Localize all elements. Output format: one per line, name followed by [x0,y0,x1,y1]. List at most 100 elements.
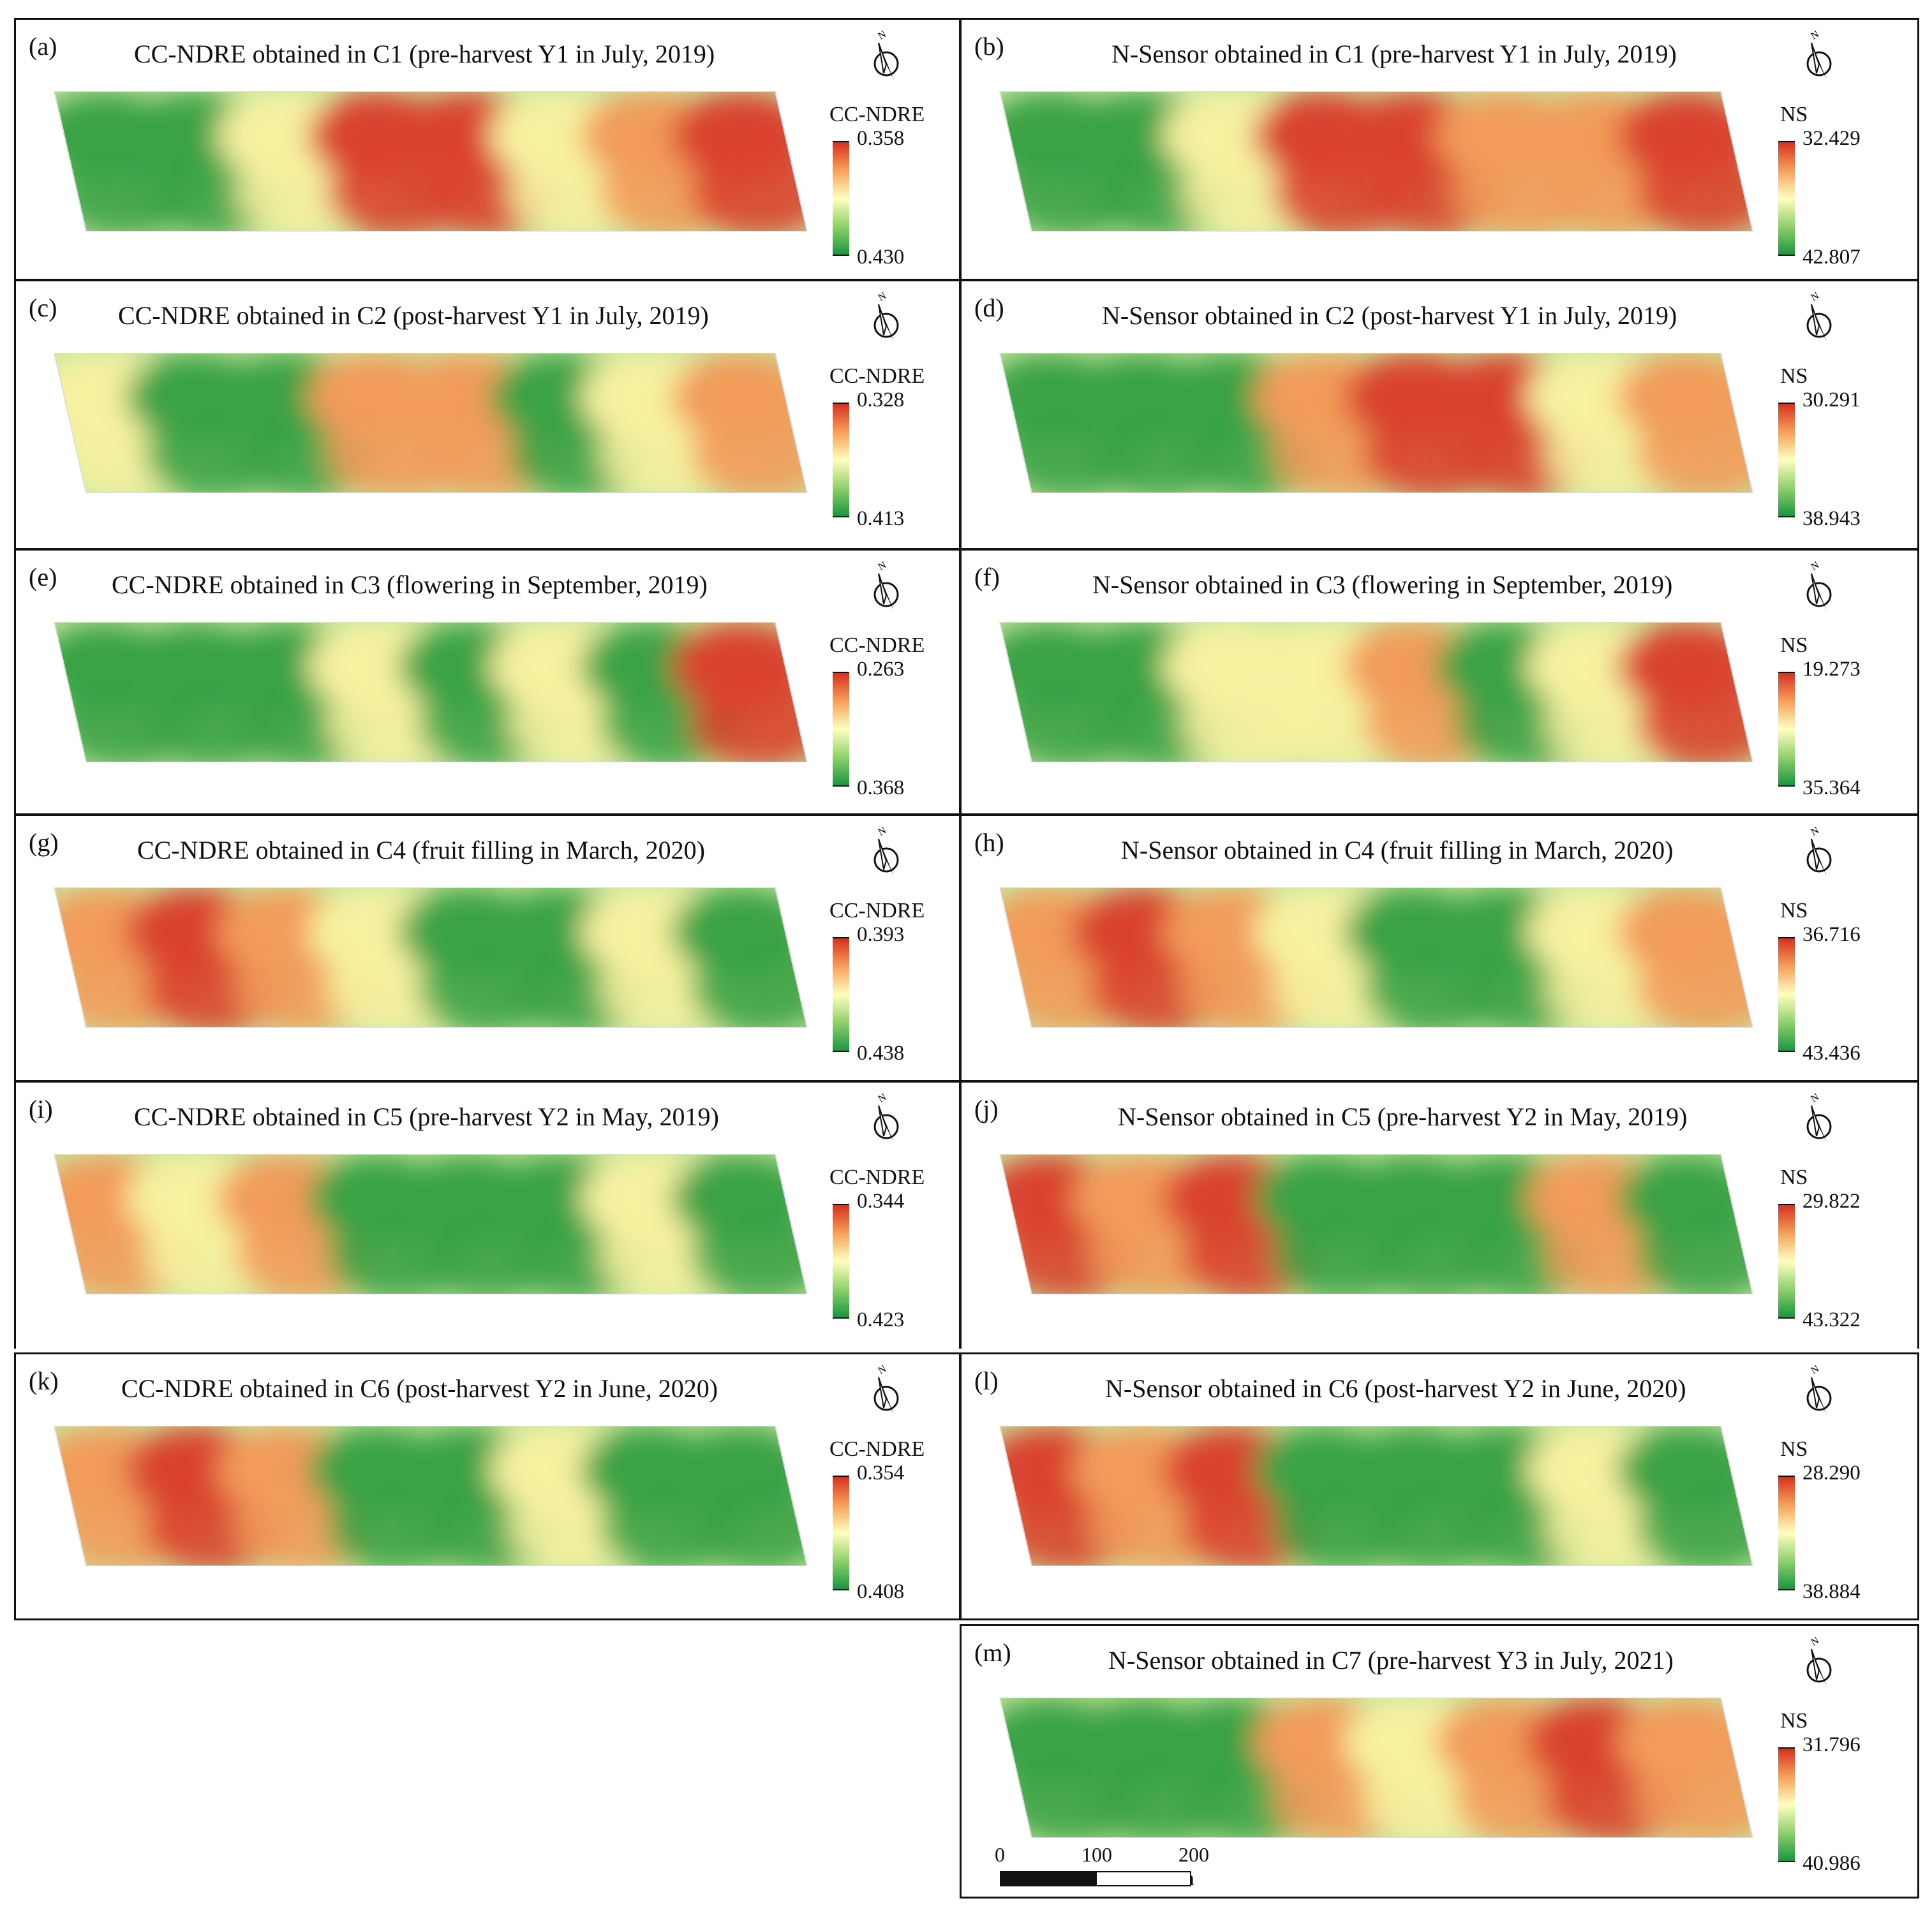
color-ramp [1778,403,1795,517]
field-map [53,353,807,493]
map-panel-e: (e) CC-NDRE obtained in C3 (flowering in… [14,549,961,815]
panel-label: (j) [974,1095,999,1123]
panel-title: N-Sensor obtained in C4 (fruit filling i… [1121,836,1674,864]
field-map [53,887,807,1028]
field-map [999,1154,1753,1294]
legend-min: 0.423 [857,1308,905,1331]
panel-label: (b) [974,32,1004,61]
panel-label: (c) [29,293,57,322]
panel-title: CC-NDRE obtained in C1 (pre-harvest Y1 i… [134,40,715,68]
panel-title: N-Sensor obtained in C5 (pre-harvest Y2 … [1118,1102,1688,1131]
scale-tick-100: 100 [1081,1843,1112,1866]
legend-min: 35.364 [1802,776,1861,799]
panel-title: N-Sensor obtained in C7 (pre-harvest Y3 … [1108,1646,1674,1675]
legend-min: 0.438 [857,1042,905,1065]
legend-max: 29.822 [1802,1190,1861,1213]
legend-title: NS [1780,1709,1808,1733]
legend-min: 0.408 [857,1580,905,1603]
legend-max: 19.273 [1802,658,1861,681]
field-map [999,1698,1753,1838]
legend-max: 28.290 [1802,1462,1861,1484]
north-arrow-icon: N [1797,825,1842,882]
color-ramp [833,1476,849,1590]
svg-text:N: N [1809,290,1822,304]
north-arrow-icon: N [1797,1092,1842,1149]
field-map [53,91,807,232]
panel-title: CC-NDRE obtained in C2 (post-harvest Y1 … [118,301,709,330]
color-ramp [1778,141,1795,256]
legend-max: 32.429 [1802,127,1861,150]
legend-title: CC-NDRE [829,103,925,126]
svg-text:N: N [877,290,889,304]
legend-max: 0.393 [857,923,905,946]
north-arrow-icon: N [1797,1635,1842,1692]
legend-max: 0.328 [857,389,905,411]
map-panel-f: (f) N-Sensor obtained in C3 (flowering i… [960,549,1919,815]
panel-title: CC-NDRE obtained in C4 (fruit filling in… [137,836,705,864]
svg-text:N: N [1809,1363,1822,1377]
north-arrow-icon: N [1797,290,1842,348]
svg-text:N: N [877,559,889,573]
legend-title: CC-NDRE [829,1437,925,1461]
north-arrow-icon: N [865,290,909,348]
panel-label: (a) [29,32,57,61]
scale-bar: 0 100 200 m [995,1843,1209,1890]
legend-min: 42.807 [1802,246,1861,269]
svg-text:N: N [1809,1635,1822,1648]
panel-label: (g) [29,828,59,857]
legend-title: CC-NDRE [829,364,925,388]
field-map [999,353,1753,493]
legend-title: CC-NDRE [829,1166,925,1189]
field-map [53,1426,807,1566]
svg-text:N: N [1809,29,1822,42]
north-arrow-icon: N [865,1092,909,1149]
svg-text:N: N [1809,1092,1822,1105]
panel-title: CC-NDRE obtained in C5 (pre-harvest Y2 i… [134,1102,719,1131]
panel-label: (d) [974,293,1004,322]
color-ramp [833,937,849,1052]
svg-text:N: N [1809,825,1822,838]
color-ramp [1778,672,1795,787]
legend-title: CC-NDRE [829,899,925,922]
panel-label: (e) [29,563,57,591]
panel-label: (k) [29,1366,59,1395]
north-arrow-icon: N [865,559,909,617]
map-panel-i: (i) CC-NDRE obtained in C5 (pre-harvest … [14,1081,961,1349]
field-map [999,1426,1753,1566]
color-ramp [1778,1204,1795,1319]
panel-label: (h) [974,828,1004,857]
legend-max: 31.796 [1802,1733,1861,1756]
legend-max: 0.263 [857,658,905,681]
north-arrow-icon: N [865,29,909,86]
scale-tick-0: 0 [995,1843,1005,1866]
legend-min: 43.322 [1802,1308,1861,1331]
field-map [999,887,1753,1028]
legend-min: 0.430 [857,246,905,269]
map-panel-h: (h) N-Sensor obtained in C4 (fruit filli… [960,814,1919,1082]
map-panel-c: (c) CC-NDRE obtained in C2 (post-harvest… [14,279,961,550]
color-ramp [1778,937,1795,1052]
scale-bar-white [1096,1871,1191,1886]
field-map [53,1154,807,1294]
north-arrow-icon: N [865,1363,909,1421]
legend-max: 0.358 [857,127,905,150]
color-ramp [1778,1747,1795,1862]
legend-min: 38.884 [1802,1580,1861,1603]
svg-text:N: N [877,1363,889,1377]
field-map [53,622,807,762]
map-panel-m: (m) N-Sensor obtained in C7 (pre-harvest… [960,1624,1919,1899]
map-panel-j: (j) N-Sensor obtained in C5 (pre-harvest… [960,1081,1919,1349]
map-panel-g: (g) CC-NDRE obtained in C4 (fruit fillin… [14,814,961,1082]
panel-label: (f) [974,563,1000,591]
legend-min: 40.986 [1802,1852,1861,1875]
panel-label: (i) [29,1095,53,1123]
north-arrow-icon: N [865,825,909,882]
field-map [999,91,1753,232]
legend-max: 30.291 [1802,389,1861,411]
panel-title: N-Sensor obtained in C3 (flowering in Se… [1092,570,1673,599]
map-panel-b: (b) N-Sensor obtained in C1 (pre-harvest… [960,18,1919,281]
legend-max: 0.354 [857,1462,905,1484]
map-panel-k: (k) CC-NDRE obtained in C6 (post-harvest… [14,1352,961,1620]
panel-title: N-Sensor obtained in C1 (pre-harvest Y1 … [1111,40,1677,68]
panel-title: CC-NDRE obtained in C6 (post-harvest Y2 … [121,1374,718,1403]
